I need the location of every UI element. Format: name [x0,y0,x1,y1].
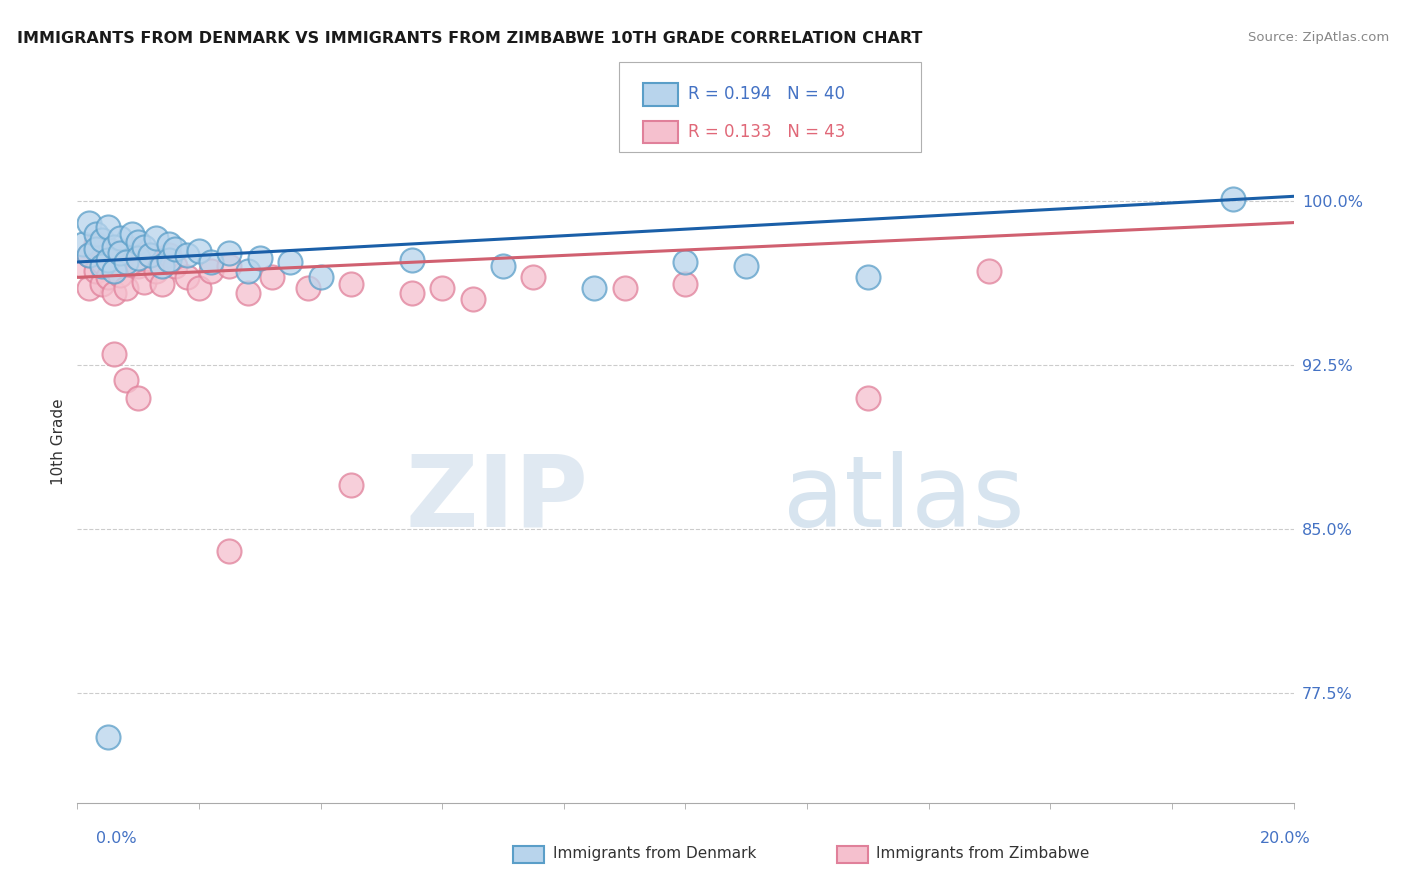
Text: 0.0%: 0.0% [96,831,136,847]
Point [401,252,423,267]
Point [127,260,149,274]
Point [163,260,186,274]
Point [90,260,112,274]
Point [188,244,211,258]
Point [103,347,125,361]
Point [72,237,94,252]
Point [675,277,697,291]
Point [675,255,697,269]
Point [430,281,453,295]
Point [72,260,94,274]
Point [103,248,125,262]
Point [200,264,222,278]
Point [340,478,363,492]
Text: atlas: atlas [783,450,1025,548]
Point [139,248,162,262]
Point [134,275,156,289]
Text: Source: ZipAtlas.com: Source: ZipAtlas.com [1249,31,1389,45]
Point [108,231,131,245]
Text: 20.0%: 20.0% [1260,831,1310,847]
Point [218,260,240,274]
Point [157,248,180,262]
Point [90,277,112,291]
Point [278,255,301,269]
Point [103,264,125,278]
Point [97,219,120,234]
Point [84,264,107,278]
Point [188,281,211,295]
Point [127,235,149,250]
Point [297,281,319,295]
Text: R = 0.133   N = 43: R = 0.133 N = 43 [688,123,845,141]
Point [115,373,138,387]
Point [145,264,167,278]
Point [97,252,120,267]
Point [856,270,879,285]
Point [249,251,271,265]
Point [163,242,186,256]
Point [79,216,101,230]
Point [139,248,162,262]
Point [79,248,101,262]
Point [90,255,112,269]
Point [152,260,174,274]
Point [176,248,198,262]
Point [979,264,1001,278]
Point [121,242,143,256]
Point [108,255,131,269]
Point [492,260,515,274]
Point [103,285,125,300]
Point [236,264,259,278]
Point [79,281,101,295]
Point [108,268,131,282]
Point [236,285,259,300]
Point [115,281,138,295]
Text: Immigrants from Zimbabwe: Immigrants from Zimbabwe [876,847,1090,861]
Point [108,246,131,260]
Point [735,260,758,274]
Point [79,248,101,262]
Point [145,231,167,245]
Point [583,281,606,295]
Point [84,242,107,256]
Point [97,242,120,256]
Point [260,270,283,285]
Point [157,252,180,267]
Text: ZIP: ZIP [405,450,588,548]
Point [115,255,138,269]
Point [200,255,222,269]
Point [157,237,180,252]
Y-axis label: 10th Grade: 10th Grade [51,398,66,485]
Point [461,292,484,306]
Point [121,227,143,241]
Point [401,285,423,300]
Point [103,240,125,254]
Point [218,246,240,260]
Point [90,233,112,247]
Point [176,270,198,285]
Point [84,227,107,241]
Point [309,270,332,285]
Point [522,270,544,285]
Point [856,391,879,405]
Point [97,730,120,744]
Point [1222,192,1244,206]
Point [127,391,149,405]
Point [84,237,107,252]
Point [152,277,174,291]
Text: R = 0.194   N = 40: R = 0.194 N = 40 [688,85,845,103]
Point [340,277,363,291]
Point [127,251,149,265]
Text: Immigrants from Denmark: Immigrants from Denmark [553,847,756,861]
Point [134,240,156,254]
Point [613,281,636,295]
Point [218,544,240,558]
Point [97,270,120,285]
Text: IMMIGRANTS FROM DENMARK VS IMMIGRANTS FROM ZIMBABWE 10TH GRADE CORRELATION CHART: IMMIGRANTS FROM DENMARK VS IMMIGRANTS FR… [17,31,922,46]
